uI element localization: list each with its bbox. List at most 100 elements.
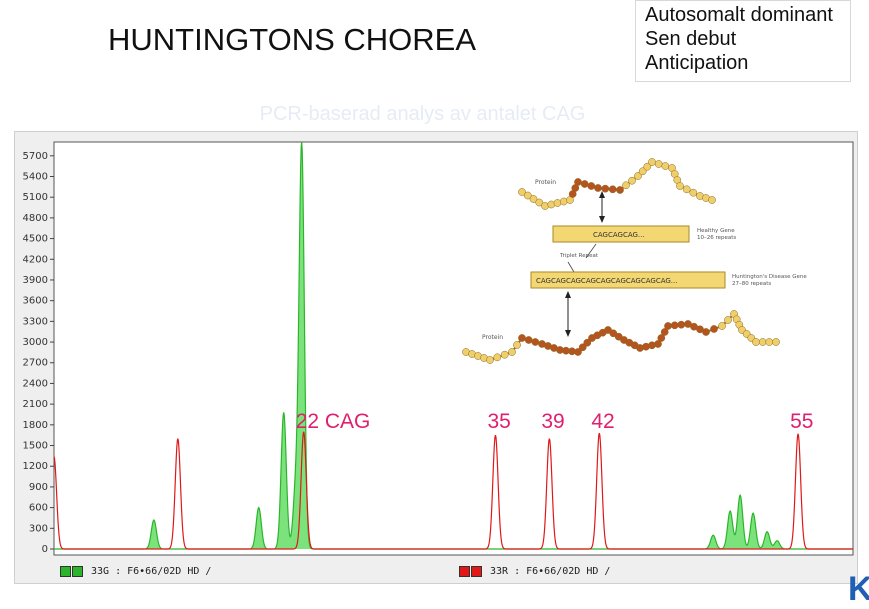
protein-bead: [643, 162, 652, 171]
y-tick-label: 900: [29, 482, 48, 493]
y-tick-label: 1800: [23, 420, 48, 431]
protein-bead: [594, 184, 602, 192]
protein-bead: [657, 334, 666, 342]
protein-bead: [601, 184, 610, 193]
protein-bead: [622, 181, 630, 190]
legend-swatch-red: [471, 565, 482, 577]
protein-bead: [648, 158, 656, 166]
protein-bead: [523, 191, 532, 200]
protein-bead: [677, 320, 686, 329]
protein-bead: [541, 202, 549, 210]
peak-label: 39: [541, 410, 564, 433]
corner-logo: K: [848, 570, 869, 608]
peak-label: 35: [487, 410, 510, 433]
y-tick-label: 2700: [23, 358, 48, 369]
healthy-gene-bar: [552, 225, 690, 243]
protein-bead: [708, 196, 716, 204]
gene-diagram: Protein CAGCAGCAG... Healthy Gene 10–26 …: [462, 158, 807, 364]
y-tick-label: 4800: [23, 213, 48, 224]
peak-label: 22 CAG: [296, 410, 371, 433]
protein-bead: [628, 176, 636, 185]
arrow-head: [599, 216, 605, 223]
protein-bead: [580, 180, 589, 188]
y-tick-label: 2400: [23, 378, 48, 389]
protein-bead: [670, 321, 679, 330]
inset-sequence: CAGCAGCAG...: [593, 231, 645, 239]
legend-swatch-red: [459, 565, 470, 577]
y-tick-label: 0: [42, 544, 48, 555]
legend-swatch-green: [60, 565, 71, 577]
protein-bead: [634, 172, 642, 180]
peak-label: 55: [790, 410, 813, 433]
plot-area: [53, 141, 854, 556]
protein-bead: [574, 348, 582, 356]
protein-bead: [772, 338, 780, 346]
protein-bead: [493, 353, 502, 362]
y-tick-label: 300: [29, 523, 48, 534]
protein-bead: [689, 188, 698, 197]
protein-bead: [513, 341, 521, 349]
info-line: Autosomalt dominant: [645, 4, 833, 26]
inset-label: 10–26 repeats: [697, 235, 736, 241]
y-tick-label: 1200: [23, 461, 48, 472]
protein-bead: [661, 162, 670, 170]
y-tick-label: 3900: [23, 275, 48, 286]
y-tick-label: 3000: [23, 337, 48, 348]
inset-sequence: CAGCAGCAGCAGCAGCAGCAGCAGCAG...: [536, 277, 677, 285]
y-tick-label: 5400: [23, 171, 48, 182]
protein-bead: [752, 338, 760, 346]
protein-bead: [676, 182, 684, 190]
inset-label: 27–80 repeats: [732, 281, 771, 287]
protein-bead: [486, 356, 494, 364]
protein-bead: [535, 198, 544, 207]
inset-label: Triplet Repeat: [559, 253, 599, 259]
arrow-head: [599, 191, 605, 198]
y-tick-label: 3600: [23, 296, 48, 307]
info-line: Anticipation: [645, 52, 749, 74]
connector-line: [585, 243, 597, 259]
protein-bead: [765, 338, 774, 346]
peak-label: 42: [591, 410, 614, 433]
y-tick-label: 4200: [23, 254, 48, 265]
protein-bead: [574, 178, 582, 186]
protein-bead: [578, 343, 587, 352]
y-tick-label: 4500: [23, 234, 48, 245]
arrow-head: [565, 330, 571, 337]
info-box: Autosomalt dominant Sen debut Anticipati…: [635, 0, 851, 82]
protein-bead: [664, 322, 672, 330]
chart-subtitle: PCR-baserad analys av antalet CAG: [259, 103, 586, 125]
protein-bead: [724, 316, 732, 324]
protein-bead: [682, 185, 691, 194]
page-title: HUNTINGTONS CHOREA: [108, 22, 477, 57]
y-tick-label: 600: [29, 503, 48, 514]
protein-bead: [710, 325, 718, 333]
protein-bead: [702, 328, 710, 336]
y-tick-label: 3300: [23, 316, 48, 327]
protein-bead: [500, 350, 509, 359]
protein-bead: [758, 338, 767, 346]
inset-label: Huntington's Disease Gene: [732, 274, 807, 280]
legend-green: 33G : F6•66/02D HD /: [60, 563, 211, 579]
connector-line: [567, 261, 575, 273]
protein-bead: [587, 182, 596, 190]
protein-bead: [660, 328, 669, 336]
y-tick-label: 1500: [23, 441, 48, 452]
inset-label: Protein: [482, 334, 503, 341]
protein-bead: [638, 167, 647, 176]
protein-bead: [518, 334, 526, 342]
protein-bead: [553, 199, 562, 207]
trace-33R: [53, 431, 853, 550]
inset-label: Healthy Gene: [697, 228, 735, 234]
protein-bead: [654, 340, 662, 348]
y-tick-label: 5700: [23, 151, 48, 162]
info-line: Sen debut: [645, 28, 737, 50]
protein-bead: [529, 195, 538, 203]
protein-bead: [531, 338, 540, 346]
legend-text: 33G : F6•66/02D HD /: [91, 565, 212, 577]
protein-bead: [608, 185, 617, 194]
disease-gene-bar: [530, 271, 726, 289]
y-tick-label: 5100: [23, 192, 48, 203]
protein-bead: [616, 186, 624, 194]
legend-text: 33R : F6•66/02D HD /: [490, 565, 611, 577]
